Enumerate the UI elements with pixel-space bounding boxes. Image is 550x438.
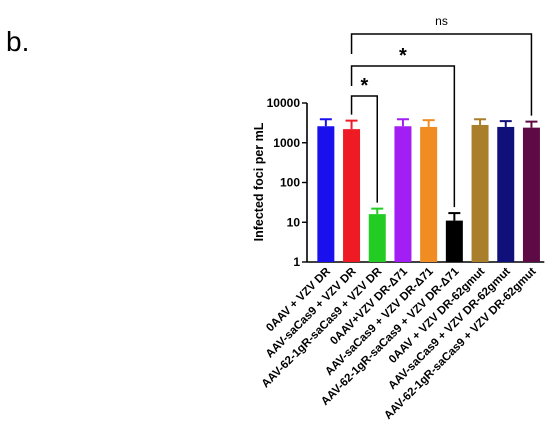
significance-bracket: [350, 65, 456, 208]
bar: [522, 127, 540, 263]
chart-error-bars: [319, 118, 538, 221]
significance-brackets: * * ns: [350, 14, 533, 208]
significance-label: *: [361, 75, 369, 97]
bar: [471, 124, 489, 263]
panel-label: b.: [6, 26, 30, 57]
bar: [445, 220, 463, 262]
chart-bars: [317, 124, 540, 263]
y-tick-label: 1: [293, 255, 300, 269]
y-tick-label: 100: [280, 176, 300, 190]
bar: [368, 214, 386, 262]
bar: [394, 126, 412, 262]
y-axis-title: Infected foci per mL: [252, 122, 266, 241]
bar: [420, 126, 438, 262]
y-tick-label: 10000: [267, 96, 301, 110]
bar: [497, 126, 515, 262]
y-tick-label: 1000: [273, 136, 300, 150]
y-tick-label: 10: [287, 215, 301, 229]
significance-bracket: [350, 95, 378, 203]
significance-bracket: [350, 33, 533, 116]
bar: [317, 126, 335, 262]
bar: [343, 129, 361, 262]
significance-label: *: [399, 45, 407, 67]
significance-label: ns: [435, 14, 448, 28]
